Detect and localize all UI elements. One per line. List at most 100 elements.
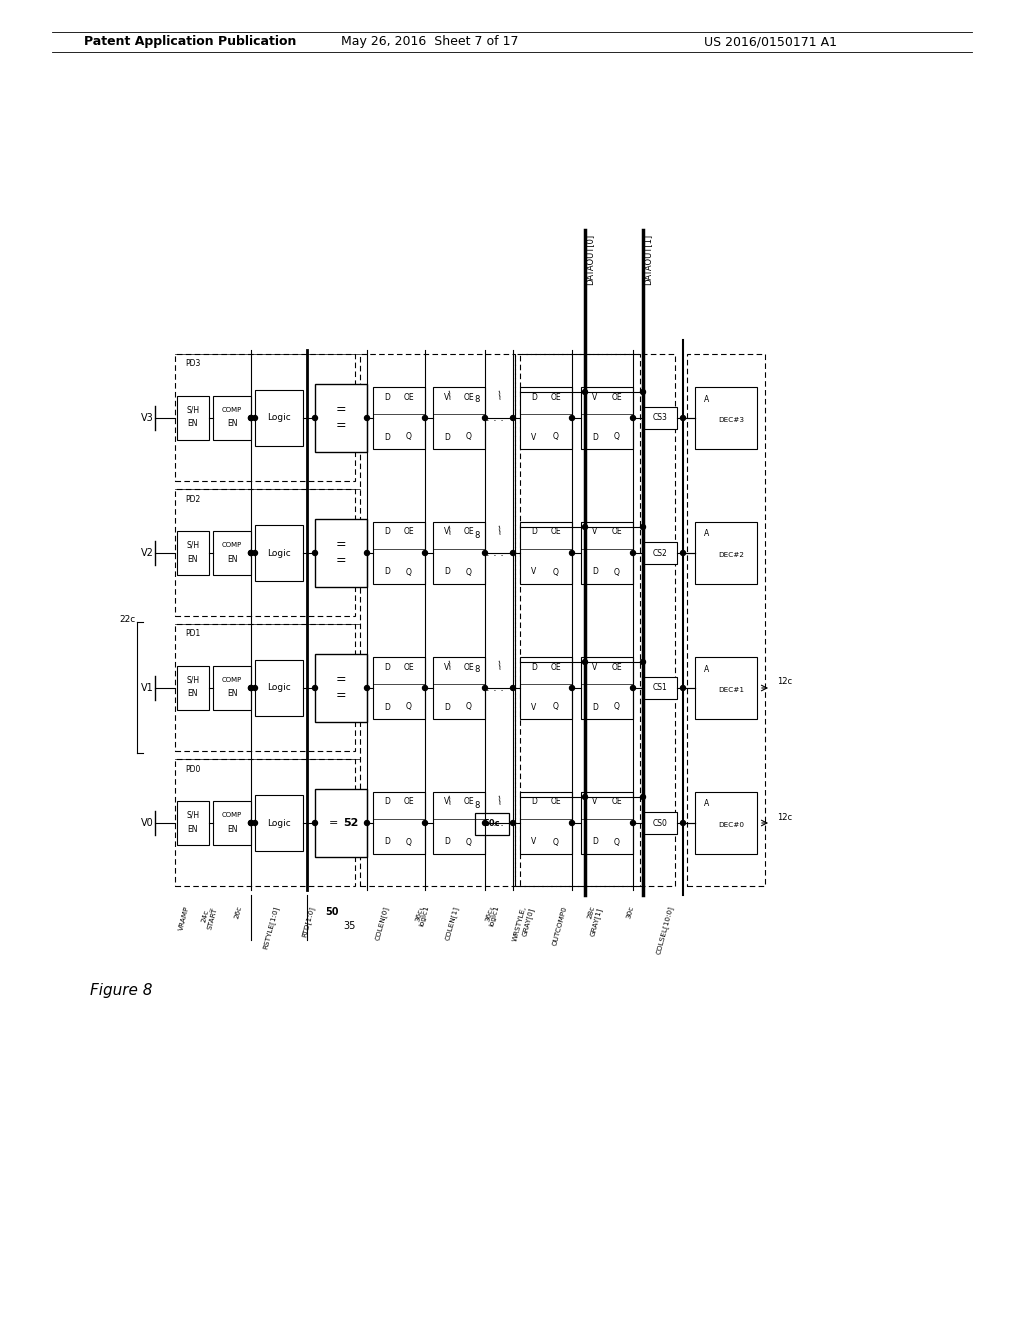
- Text: 50c: 50c: [483, 820, 501, 829]
- Text: EN: EN: [187, 420, 199, 429]
- Text: PD2: PD2: [185, 495, 201, 503]
- Bar: [213, 396, 251, 440]
- Circle shape: [511, 821, 515, 825]
- Text: S/H: S/H: [186, 810, 200, 820]
- Bar: [695, 387, 757, 449]
- Text: D: D: [444, 568, 450, 577]
- Circle shape: [423, 416, 427, 421]
- Text: DEC#3: DEC#3: [718, 417, 744, 422]
- Bar: [213, 531, 251, 576]
- Text: COMP: COMP: [222, 677, 242, 682]
- Bar: [315, 384, 367, 451]
- Text: V: V: [531, 568, 537, 577]
- Circle shape: [423, 821, 427, 825]
- Text: =: =: [329, 818, 338, 828]
- Text: VRAMP: VRAMP: [177, 906, 190, 931]
- Text: OE: OE: [464, 797, 474, 807]
- Circle shape: [569, 685, 574, 690]
- Bar: [315, 519, 367, 587]
- Text: A: A: [705, 395, 710, 404]
- Circle shape: [249, 550, 254, 556]
- Bar: [213, 667, 251, 710]
- Text: DEC#0: DEC#0: [718, 822, 744, 828]
- Text: D: D: [531, 528, 537, 536]
- Text: Q: Q: [407, 433, 412, 441]
- Text: D: D: [531, 797, 537, 807]
- Text: OE: OE: [403, 797, 415, 807]
- Text: D: D: [592, 568, 598, 577]
- Text: 52: 52: [343, 818, 358, 828]
- Text: V: V: [444, 663, 450, 672]
- Circle shape: [681, 685, 685, 690]
- Text: EN: EN: [226, 554, 238, 564]
- Text: =: =: [336, 554, 346, 568]
- Text: CS2: CS2: [652, 549, 668, 557]
- Text: D: D: [531, 663, 537, 672]
- Circle shape: [365, 685, 370, 690]
- Text: Q: Q: [614, 568, 620, 577]
- Bar: [520, 521, 572, 583]
- Circle shape: [253, 416, 257, 421]
- Circle shape: [249, 685, 254, 690]
- Text: V: V: [592, 797, 598, 807]
- Text: D: D: [384, 568, 390, 577]
- Text: OE: OE: [551, 663, 561, 672]
- Text: Q: Q: [407, 568, 412, 577]
- Text: Q: Q: [466, 837, 472, 846]
- Text: Q: Q: [407, 837, 412, 846]
- Text: S/H: S/H: [186, 540, 200, 549]
- Text: Logic: Logic: [267, 684, 291, 693]
- Text: COLSEL[10:0]: COLSEL[10:0]: [655, 906, 675, 954]
- Text: Q: Q: [553, 702, 559, 711]
- Text: . . .: . . .: [486, 682, 504, 693]
- Circle shape: [640, 660, 645, 664]
- Text: COMP: COMP: [222, 812, 242, 818]
- Text: Q: Q: [614, 837, 620, 846]
- Bar: [175, 488, 355, 616]
- Text: Q: Q: [466, 568, 472, 577]
- Text: Patent Application Publication: Patent Application Publication: [84, 36, 296, 49]
- Circle shape: [511, 685, 515, 690]
- Text: 36c₁: 36c₁: [415, 906, 425, 923]
- Text: A: A: [705, 800, 710, 808]
- Bar: [360, 354, 515, 886]
- Text: OE: OE: [611, 392, 623, 401]
- Bar: [433, 657, 485, 719]
- Circle shape: [569, 550, 574, 556]
- Text: D: D: [592, 433, 598, 441]
- Circle shape: [253, 550, 257, 556]
- Circle shape: [312, 550, 317, 556]
- Text: =: =: [336, 689, 346, 702]
- Text: V: V: [592, 663, 598, 672]
- Text: D: D: [384, 528, 390, 536]
- Text: 28c
GRAY[1]: 28c GRAY[1]: [582, 906, 603, 937]
- Bar: [581, 657, 633, 719]
- Text: V: V: [444, 797, 450, 807]
- Bar: [520, 657, 572, 719]
- Bar: [643, 407, 677, 429]
- Circle shape: [249, 416, 254, 421]
- Text: 50: 50: [326, 907, 339, 917]
- Text: COMP: COMP: [222, 543, 242, 548]
- Text: V: V: [592, 392, 598, 401]
- Text: V1: V1: [140, 682, 154, 693]
- Circle shape: [423, 685, 427, 690]
- Text: V: V: [531, 837, 537, 846]
- Text: Q: Q: [553, 568, 559, 577]
- Text: Q: Q: [466, 702, 472, 711]
- Circle shape: [631, 821, 636, 825]
- Text: 22c: 22c: [119, 615, 135, 624]
- Text: COLEN[0]: COLEN[0]: [375, 906, 390, 941]
- Bar: [520, 387, 572, 449]
- Text: OE: OE: [403, 392, 415, 401]
- Text: A: A: [705, 529, 710, 539]
- Bar: [695, 792, 757, 854]
- Circle shape: [569, 821, 574, 825]
- Bar: [177, 396, 209, 440]
- Bar: [175, 624, 355, 751]
- Text: OE: OE: [464, 663, 474, 672]
- Bar: [581, 521, 633, 583]
- Text: OUTCOMP0: OUTCOMP0: [552, 906, 568, 946]
- Text: CS0: CS0: [652, 818, 668, 828]
- Circle shape: [249, 416, 254, 421]
